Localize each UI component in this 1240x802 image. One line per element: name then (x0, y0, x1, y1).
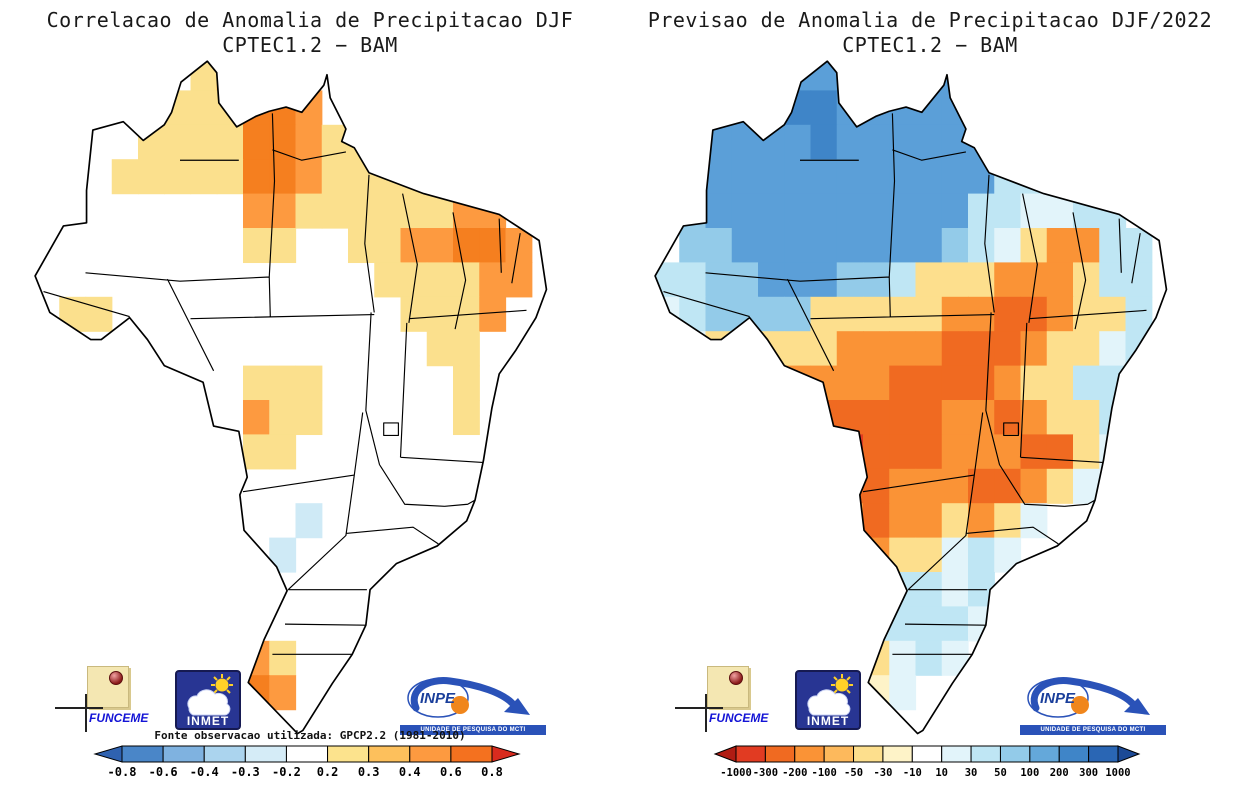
brazil-forecast-map (654, 60, 1168, 735)
funceme-logo: FUNCEME (55, 666, 160, 740)
title-line2: CPTEC1.2 − BAM (842, 33, 1018, 57)
title-line1: Previsao de Anomalia de Precipitacao DJF… (647, 8, 1213, 32)
svg-text:-0.2: -0.2 (272, 765, 301, 779)
svg-text:0.6: 0.6 (440, 765, 462, 779)
title-line2: CPTEC1.2 − BAM (222, 33, 398, 57)
svg-text:0.3: 0.3 (358, 765, 380, 779)
inpe-logo: INPE UNIDADE DE PESQUISA DO MCTI (400, 674, 548, 735)
svg-text:300: 300 (1079, 767, 1098, 779)
arrowhead-icon (1124, 698, 1150, 715)
panel-correlation: Correlacao de Anomalia de Precipitacao D… (0, 8, 620, 779)
panel-forecast: Previsao de Anomalia de Precipitacao DJF… (620, 0, 1240, 802)
crosshair-hline (55, 707, 103, 709)
sun-disc (835, 678, 849, 692)
funceme-logo: FUNCEME (675, 666, 780, 740)
inpe-emblem: INPE (407, 677, 530, 718)
funceme-label: FUNCEME (89, 711, 149, 725)
svg-text:0.8: 0.8 (481, 765, 503, 779)
inmet-label: INMET (186, 714, 230, 728)
inmet-logo: INMET (175, 670, 241, 732)
observation-source-note: Fonte observacao utilizada: GPCP2.2 (198… (154, 729, 466, 742)
svg-text:-200: -200 (782, 767, 807, 779)
inmet-label: INMET (806, 714, 850, 728)
panel-title: Previsao de Anomalia de Precipitacao DJF… (620, 8, 1240, 58)
red-sphere-icon (729, 671, 743, 685)
svg-text:-30: -30 (873, 767, 892, 779)
orange-ball-icon (451, 696, 469, 714)
inpe-label: INPE (1040, 690, 1076, 707)
sun-icon (211, 674, 233, 698)
inpe-logo: INPE UNIDADE DE PESQUISA DO MCTI (1020, 674, 1168, 735)
brazil-outline (34, 60, 548, 735)
sun-disc (215, 678, 229, 692)
inmet-emblem (795, 670, 861, 730)
crosshair-vline (85, 694, 87, 732)
svg-text:-100: -100 (812, 767, 837, 779)
svg-text:30: 30 (965, 767, 978, 779)
crosshair-vline (705, 694, 707, 732)
funceme-square-icon (87, 666, 129, 708)
svg-text:0.4: 0.4 (399, 765, 421, 779)
crosshair-hline (675, 707, 723, 709)
cloud-icon (187, 689, 231, 716)
svg-text:-0.8: -0.8 (108, 765, 137, 779)
inpe-banner: UNIDADE DE PESQUISA DO MCTI (1020, 725, 1166, 735)
colorbar-precip: -1000 -300 -200 -100 -50 -30 -10 10 30 50 100 200 30… (713, 745, 1141, 779)
svg-text:200: 200 (1050, 767, 1069, 779)
svg-text:-0.4: -0.4 (190, 765, 219, 779)
inmet-logo: INMET (795, 670, 861, 732)
swirl-arrow-icon (1030, 677, 1136, 712)
svg-text:10: 10 (935, 767, 948, 779)
orange-ball-icon (1071, 696, 1089, 714)
arrowhead-icon (504, 698, 530, 715)
inpe-banner: UNIDADE DE PESQUISA DO MCTI (400, 725, 546, 735)
inmet-emblem (175, 670, 241, 730)
svg-text:-300: -300 (753, 767, 778, 779)
swirl-arrow-icon (410, 677, 516, 712)
funceme-square-icon (707, 666, 749, 708)
svg-text:1000: 1000 (1105, 767, 1130, 779)
cloud-icon (807, 689, 851, 716)
brazil-correlation-map (34, 60, 548, 735)
data-grid (59, 61, 533, 711)
data-grid (655, 61, 1153, 734)
funceme-label: FUNCEME (709, 711, 769, 725)
svg-text:-50: -50 (844, 767, 863, 779)
colorbar-correlation: -0.8 -0.6 -0.4 -0.3 -0.2 0.2 0.3 0.4 0.6 0.8 (93, 745, 521, 779)
svg-text:-0.3: -0.3 (231, 765, 260, 779)
title-line1: Correlacao de Anomalia de Precipitacao D… (46, 8, 574, 32)
state-borders (663, 113, 1147, 655)
red-sphere-icon (109, 671, 123, 685)
svg-text:-1000: -1000 (720, 767, 752, 779)
svg-text:-10: -10 (903, 767, 922, 779)
inpe-emblem: INPE (1027, 677, 1150, 718)
state-borders (43, 113, 527, 655)
svg-text:-0.6: -0.6 (149, 765, 178, 779)
brazil-outline (654, 60, 1168, 735)
svg-text:0.2: 0.2 (317, 765, 339, 779)
svg-text:100: 100 (1020, 767, 1039, 779)
panel-title: Correlacao de Anomalia de Precipitacao D… (0, 8, 620, 58)
inpe-label: INPE (420, 690, 456, 707)
svg-text:50: 50 (994, 767, 1007, 779)
